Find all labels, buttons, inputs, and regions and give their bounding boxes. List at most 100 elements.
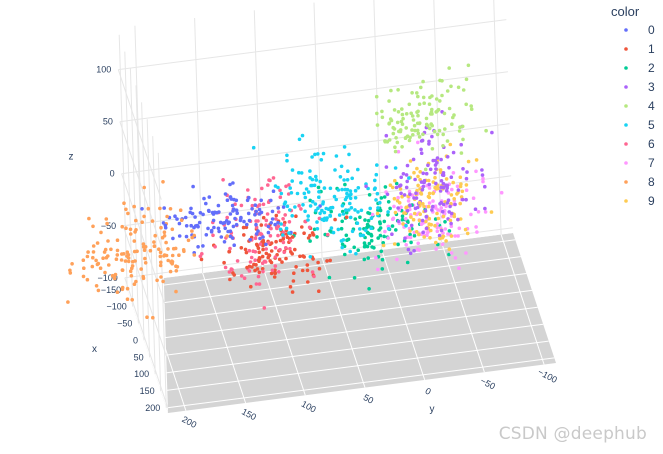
data-point-series-6[interactable] (268, 178, 272, 183)
data-point-series-5[interactable] (386, 227, 391, 231)
data-point-series-0[interactable] (190, 211, 195, 216)
data-point-series-0[interactable] (228, 212, 233, 216)
data-point-series-3[interactable] (396, 206, 400, 210)
data-point-series-5[interactable] (279, 222, 283, 226)
data-point-series-2[interactable] (340, 242, 345, 247)
legend-item-5[interactable]: 5 (624, 118, 655, 132)
data-point-series-2[interactable] (312, 227, 317, 232)
data-point-series-3[interactable] (445, 201, 450, 205)
data-point-series-7[interactable] (431, 199, 435, 203)
data-point-series-1[interactable] (305, 263, 310, 267)
data-point-series-4[interactable] (410, 91, 414, 95)
data-point-series-4[interactable] (419, 85, 423, 90)
data-point-series-0[interactable] (184, 234, 189, 239)
data-point-series-8[interactable] (128, 269, 133, 274)
data-point-series-1[interactable] (227, 249, 232, 254)
data-point-series-5[interactable] (318, 179, 323, 184)
data-point-series-6[interactable] (253, 197, 257, 202)
data-point-series-4[interactable] (415, 91, 419, 95)
data-point-series-9[interactable] (417, 218, 422, 223)
data-point-series-1[interactable] (311, 233, 316, 237)
data-point-series-1[interactable] (244, 225, 249, 230)
data-point-series-0[interactable] (189, 206, 193, 211)
data-point-series-2[interactable] (339, 226, 344, 231)
data-point-series-4[interactable] (456, 85, 461, 90)
data-point-series-8[interactable] (85, 277, 90, 282)
data-point-series-3[interactable] (401, 172, 406, 176)
data-point-series-5[interactable] (348, 189, 353, 193)
data-point-series-1[interactable] (292, 271, 296, 276)
data-point-series-4[interactable] (404, 126, 409, 130)
data-point-series-5[interactable] (353, 208, 357, 212)
data-point-series-5[interactable] (338, 175, 343, 179)
data-point-series-9[interactable] (459, 182, 463, 186)
data-point-series-0[interactable] (246, 211, 251, 216)
data-point-series-4[interactable] (375, 111, 379, 116)
data-point-series-8[interactable] (143, 256, 147, 261)
data-point-series-2[interactable] (396, 242, 400, 247)
data-point-series-8[interactable] (102, 250, 107, 254)
data-point-series-0[interactable] (193, 215, 197, 219)
data-point-series-7[interactable] (456, 234, 460, 238)
data-point-series-4[interactable] (417, 135, 422, 139)
data-point-series-8[interactable] (141, 274, 145, 279)
data-point-series-6[interactable] (221, 178, 225, 182)
data-point-series-5[interactable] (339, 164, 344, 169)
data-point-series-2[interactable] (367, 193, 372, 197)
data-point-series-7[interactable] (457, 266, 461, 271)
data-point-series-4[interactable] (396, 110, 401, 114)
data-point-series-4[interactable] (400, 107, 404, 111)
data-point-series-9[interactable] (426, 194, 431, 199)
data-point-series-8[interactable] (128, 227, 133, 232)
data-point-series-1[interactable] (199, 257, 204, 262)
data-point-series-2[interactable] (329, 209, 334, 214)
data-point-series-7[interactable] (443, 227, 448, 231)
data-point-series-2[interactable] (366, 211, 370, 215)
data-point-series-8[interactable] (157, 247, 161, 251)
data-point-series-7[interactable] (408, 235, 413, 240)
data-point-series-3[interactable] (437, 233, 442, 238)
data-point-series-2[interactable] (405, 260, 410, 265)
data-point-series-6[interactable] (282, 250, 287, 255)
data-point-series-7[interactable] (464, 188, 469, 192)
data-point-series-5[interactable] (315, 220, 319, 224)
data-point-series-0[interactable] (261, 235, 265, 239)
data-point-series-9[interactable] (381, 243, 386, 248)
data-point-series-6[interactable] (269, 226, 273, 231)
data-point-series-0[interactable] (163, 225, 168, 230)
data-point-series-5[interactable] (278, 227, 283, 232)
data-point-series-8[interactable] (99, 230, 103, 235)
data-point-series-6[interactable] (312, 274, 316, 279)
data-point-series-5[interactable] (341, 238, 346, 242)
data-point-series-5[interactable] (404, 223, 408, 228)
data-point-series-7[interactable] (374, 255, 378, 260)
legend-item-9[interactable]: 9 (624, 194, 655, 208)
data-point-series-1[interactable] (249, 284, 253, 289)
data-point-series-7[interactable] (499, 190, 504, 195)
data-point-series-5[interactable] (312, 183, 317, 188)
data-point-series-0[interactable] (210, 210, 215, 215)
data-point-series-0[interactable] (223, 226, 227, 231)
data-point-series-1[interactable] (242, 233, 246, 237)
data-point-series-0[interactable] (270, 209, 275, 214)
data-point-series-8[interactable] (70, 262, 74, 266)
data-point-series-0[interactable] (269, 221, 274, 225)
data-point-series-1[interactable] (269, 249, 274, 253)
data-point-series-9[interactable] (392, 196, 397, 201)
data-point-series-5[interactable] (302, 191, 307, 196)
data-point-series-6[interactable] (249, 255, 254, 260)
data-point-series-9[interactable] (438, 236, 442, 241)
data-point-series-8[interactable] (104, 255, 109, 260)
data-point-series-9[interactable] (449, 234, 454, 238)
data-point-series-7[interactable] (481, 179, 485, 184)
data-point-series-2[interactable] (378, 226, 383, 230)
data-point-series-4[interactable] (412, 123, 417, 128)
data-point-series-4[interactable] (397, 129, 401, 134)
data-point-series-6[interactable] (281, 240, 286, 245)
data-point-series-6[interactable] (258, 242, 263, 246)
data-point-series-5[interactable] (373, 178, 377, 183)
data-point-series-1[interactable] (274, 213, 279, 218)
data-point-series-3[interactable] (438, 189, 443, 193)
data-point-series-5[interactable] (310, 155, 314, 159)
data-point-series-3[interactable] (453, 202, 457, 207)
